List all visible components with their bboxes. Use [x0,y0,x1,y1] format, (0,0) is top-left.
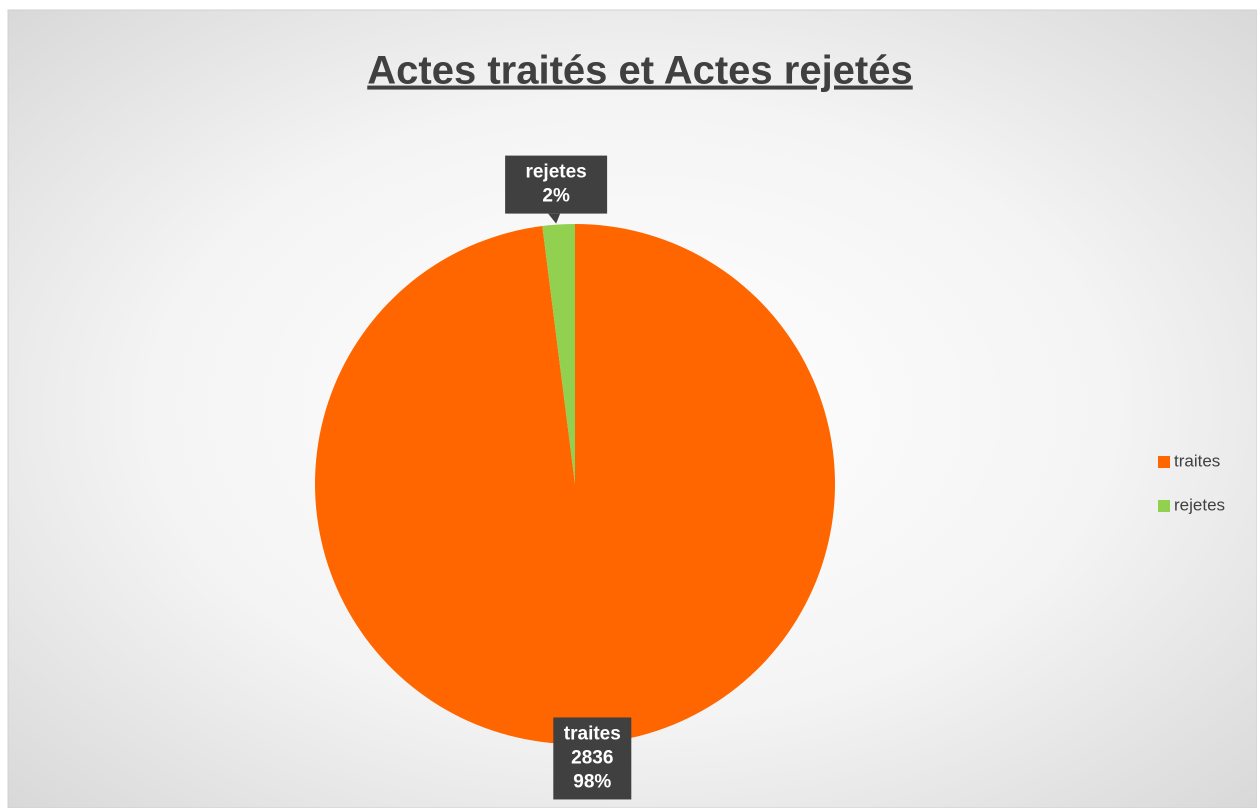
data-label: 98% [573,771,611,792]
data-label-box [553,717,632,800]
data-label: 2836 [571,747,613,768]
data-label: rejetes [525,162,586,183]
pie-slice [542,224,575,484]
legend-swatch [1158,500,1170,512]
legend-swatch [1158,456,1170,468]
data-label-pointer [548,213,561,224]
chart-title: Actes traités et Actes rejetés [367,49,912,93]
legend-label: rejetes [1174,495,1225,514]
legend-label: traites [1174,451,1220,470]
data-label: traites [564,723,621,744]
data-label-box [505,155,608,214]
pie-slice [314,224,835,744]
data-label: 2% [542,186,570,207]
